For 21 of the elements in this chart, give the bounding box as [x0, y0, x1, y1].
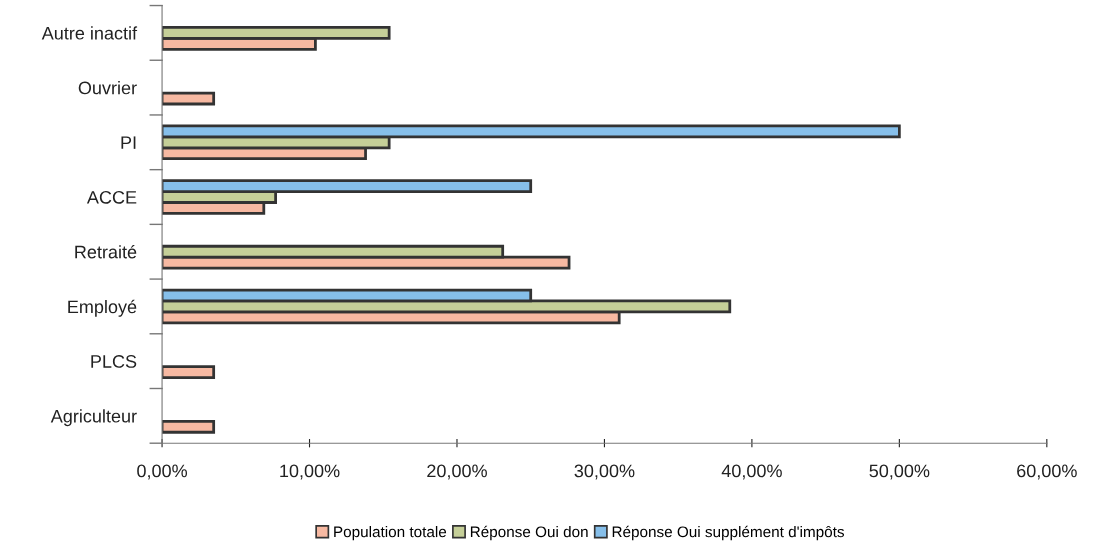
y-tick-label: Agriculteur — [50, 409, 137, 427]
y-tick-label: ACCE — [86, 190, 137, 204]
y-tick-label: PI — [121, 136, 136, 149]
legend-label: Population totale — [334, 526, 447, 541]
x-tick-label: 30,00% — [574, 464, 635, 480]
bar — [162, 419, 216, 434]
legend-label: Réponse Oui don — [470, 525, 588, 541]
y-tick-label: PLCS — [91, 355, 137, 368]
x-tick-label: 50,00% — [869, 464, 930, 480]
y-tick-label: Retraité — [75, 244, 137, 259]
y-tick-label: Autre inactif — [41, 26, 138, 40]
x-tick-label: 60,00% — [1017, 464, 1077, 480]
x-tick-label: 10,00% — [280, 464, 340, 480]
x-tick-label: 0,00% — [137, 464, 188, 480]
legend-label: Réponse Oui supplément d'impôts — [612, 525, 845, 541]
x-tick-label: 20,00% — [427, 464, 487, 480]
bar — [162, 365, 216, 379]
y-tick-label: Employé — [68, 299, 137, 317]
bar — [162, 91, 216, 106]
x-tick-label: 40,00% — [721, 464, 782, 480]
y-tick-label: Ouvrier — [78, 81, 137, 95]
